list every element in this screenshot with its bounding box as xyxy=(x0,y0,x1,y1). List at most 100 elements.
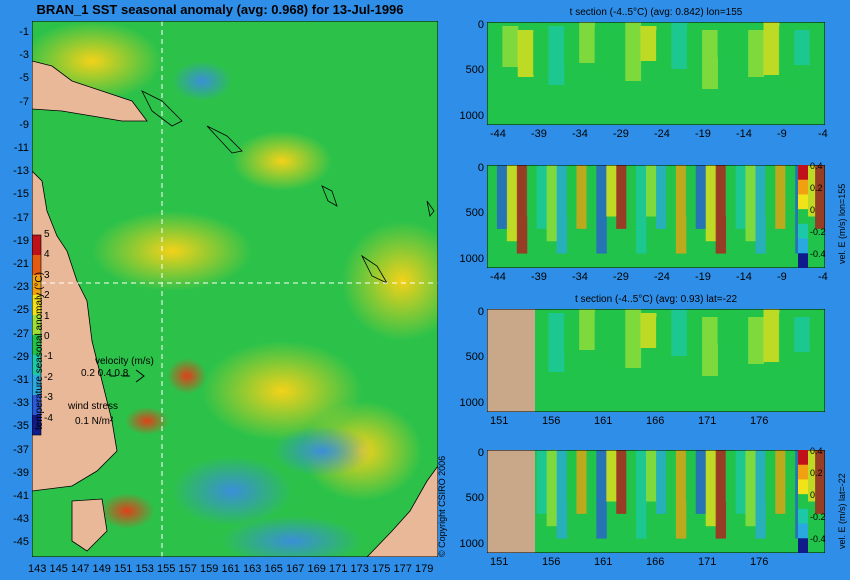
section-band xyxy=(665,450,677,527)
section-x-tick-label: -4 xyxy=(818,271,828,283)
section-band xyxy=(702,30,718,89)
lat-tick-label: -29 xyxy=(13,350,29,363)
lat-tick-label: -13 xyxy=(13,165,29,178)
section-x-tick-label: -29 xyxy=(613,128,629,140)
lon-tick-label: 155 xyxy=(157,563,176,575)
section-band xyxy=(685,450,697,502)
section-band xyxy=(705,165,717,242)
section-band xyxy=(695,165,707,229)
section-band xyxy=(671,309,688,356)
section-band xyxy=(636,165,647,254)
map-colorbar xyxy=(32,234,42,436)
lon-tick-label: 153 xyxy=(135,563,154,575)
sst-anomaly-map[interactable] xyxy=(32,21,438,557)
section-band xyxy=(732,313,749,354)
section-band xyxy=(625,309,642,368)
section-band xyxy=(502,26,519,67)
lat-tick-label: -1 xyxy=(19,26,29,38)
lat-tick-label: -27 xyxy=(13,327,29,340)
section-land xyxy=(487,450,535,553)
section-band xyxy=(496,165,508,229)
lon-tick-label: 161 xyxy=(221,563,240,575)
section-band xyxy=(616,165,627,229)
section-band xyxy=(745,165,756,242)
island-outline xyxy=(206,125,243,154)
depth-tick-label: 0 xyxy=(477,306,484,318)
section-band xyxy=(516,165,528,254)
main-title: BRAN_1 SST seasonal anomaly (avg: 0.968)… xyxy=(36,2,404,17)
colorbar-tick-label: 2 xyxy=(44,290,50,302)
lat-tick-label: -31 xyxy=(13,374,29,386)
lat-tick-label: -39 xyxy=(13,466,29,479)
lat-tick-label: -41 xyxy=(13,490,29,502)
lat-tick-label: -25 xyxy=(13,304,29,317)
depth-tick-label: 500 xyxy=(465,492,484,504)
section-panel-plot[interactable] xyxy=(487,22,825,125)
section-panel-plot[interactable] xyxy=(487,309,825,412)
section-band xyxy=(625,22,642,81)
section-band xyxy=(778,26,795,85)
section-band xyxy=(705,450,717,527)
velocity-colorbar-tick: 0.4 xyxy=(810,161,823,171)
section-band xyxy=(606,165,617,217)
section-band xyxy=(566,450,577,502)
section-band xyxy=(809,22,825,63)
section-land xyxy=(487,309,535,412)
section-panel-plot[interactable] xyxy=(487,165,825,268)
section-band xyxy=(748,317,765,364)
island-outline xyxy=(321,185,338,207)
section-x-tick-label: 151 xyxy=(490,415,509,427)
velocity-colorbar-tick: 0 xyxy=(810,205,816,215)
section-band xyxy=(533,309,549,362)
section-x-tick-label: 161 xyxy=(594,415,613,427)
section-band xyxy=(594,313,611,360)
colorbar-tick-label: 5 xyxy=(44,229,50,240)
section-x-tick-label: -29 xyxy=(613,271,629,283)
lon-tick-label: 149 xyxy=(92,563,111,575)
section-x-tick-label: 176 xyxy=(750,415,769,427)
section-band xyxy=(594,26,611,73)
section-x-tick-label: -9 xyxy=(777,271,787,283)
section-x-tick-label: -19 xyxy=(695,128,711,140)
depth-tick-label: 500 xyxy=(465,207,484,219)
island-outline xyxy=(426,200,435,217)
section-band xyxy=(616,450,627,514)
section-x-tick-label: -19 xyxy=(695,271,711,283)
section-x-tick-label: -39 xyxy=(531,271,547,283)
section-band xyxy=(815,165,825,229)
section-band xyxy=(596,450,607,539)
velocity-colorbar xyxy=(798,165,808,268)
section-band xyxy=(506,165,518,242)
section-x-tick-label: -44 xyxy=(490,128,506,140)
section-band xyxy=(656,317,672,358)
section-band xyxy=(775,165,786,229)
section-band xyxy=(548,26,565,85)
velocity-scale: 0.2 0.4 0.8 xyxy=(81,368,129,379)
section-band xyxy=(715,165,727,254)
depth-tick-label: 500 xyxy=(465,64,484,76)
section-band xyxy=(606,450,617,502)
section-band xyxy=(563,30,580,65)
section-band xyxy=(640,26,657,61)
section-band xyxy=(725,450,737,502)
section-band xyxy=(748,30,765,77)
section-band xyxy=(735,165,746,229)
lon-tick-label: 151 xyxy=(114,563,133,575)
section-band xyxy=(579,309,596,350)
lon-tick-label: 159 xyxy=(200,563,219,575)
section-panel-plot[interactable] xyxy=(487,450,825,553)
section-band xyxy=(546,165,558,242)
depth-tick-label: 1000 xyxy=(459,538,484,550)
velocity-colorbar-label: vel. E (m/s) lon=155 xyxy=(837,183,847,264)
section-band xyxy=(763,309,780,362)
depth-tick-label: 0 xyxy=(477,447,484,459)
colorbar-tick-label: 3 xyxy=(44,269,50,281)
section-band xyxy=(755,450,766,539)
lat-tick-label: -21 xyxy=(13,258,29,270)
island-outline xyxy=(141,90,183,127)
section-band xyxy=(656,30,672,71)
colorbar-tick-label: -3 xyxy=(44,392,53,404)
lat-tick-label: -7 xyxy=(19,95,29,108)
depth-tick-label: 1000 xyxy=(459,110,484,122)
colorbar-tick-label: 1 xyxy=(44,310,50,322)
